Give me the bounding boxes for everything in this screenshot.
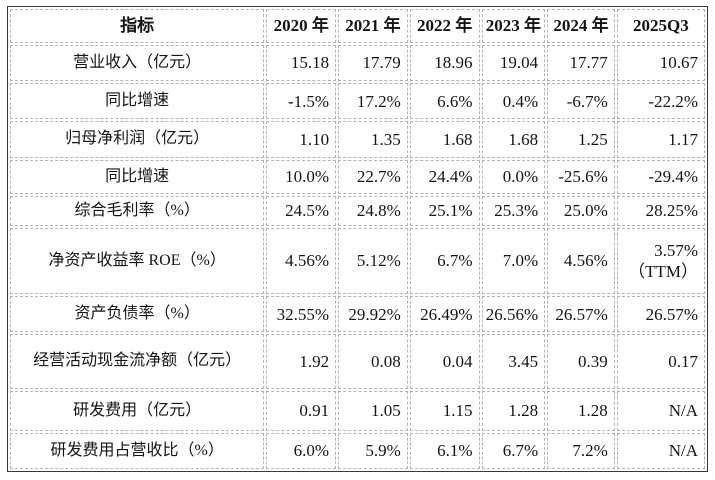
value-cell: 1.68 (409, 121, 480, 158)
value-cell: -6.7% (547, 83, 615, 120)
value-cell: 15.18 (266, 45, 337, 82)
financial-metrics-table: 指标 2020 年 2021 年 2022 年 2023 年 2024 年 2025Q3 营… (7, 6, 708, 472)
value-cell: N/A (616, 390, 705, 431)
value-cell: 25.3% (481, 195, 546, 226)
value-cell: 6.7% (481, 432, 546, 469)
value-cell: 0.39 (547, 334, 615, 389)
value-cell: 26.49% (409, 296, 480, 333)
table-row: 综合毛利率（%） 24.5% 24.8% 25.1% 25.3% 25.0% 28.25% (10, 195, 705, 226)
row-label: 资产负债率（%） (10, 296, 265, 333)
value-cell: 1.92 (266, 334, 337, 389)
value-cell: 1.28 (547, 390, 615, 431)
header-row: 指标 2020 年 2021 年 2022 年 2023 年 2024 年 2025Q3 (10, 9, 705, 43)
value-cell: -29.4% (616, 159, 705, 194)
value-cell: 18.96 (409, 45, 480, 82)
value-cell: 10.67 (616, 45, 705, 82)
row-label: 综合毛利率（%） (10, 195, 265, 226)
value-cell: 1.15 (409, 390, 480, 431)
value-cell: 26.57% (616, 296, 705, 333)
value-cell: 19.04 (481, 45, 546, 82)
value-cell: 17.79 (338, 45, 408, 82)
header-cell-period: 2022 年 (409, 9, 480, 43)
row-label: 净资产收益率 ROE（%） (10, 227, 265, 295)
header-cell-period: 2025Q3 (616, 9, 705, 43)
value-cell: 0.08 (338, 334, 408, 389)
value-cell: 6.0% (266, 432, 337, 469)
value-cell: 0.4% (481, 83, 546, 120)
row-label: 同比增速 (10, 83, 265, 120)
value-cell: 1.28 (481, 390, 546, 431)
value-cell: 24.4% (409, 159, 480, 194)
row-label: 研发费用（亿元） (10, 390, 265, 431)
value-cell: 24.8% (338, 195, 408, 226)
value-cell: 26.56% (481, 296, 546, 333)
value-cell: 25.0% (547, 195, 615, 226)
value-cell: 22.7% (338, 159, 408, 194)
table-row: 研发费用占营收比（%） 6.0% 5.9% 6.1% 6.7% 7.2% N/A (10, 432, 705, 469)
value-cell: 17.2% (338, 83, 408, 120)
table-body: 营业收入（亿元） 15.18 17.79 18.96 19.04 17.77 10.67 同比… (10, 45, 705, 469)
row-label: 同比增速 (10, 159, 265, 194)
value-cell: N/A (616, 432, 705, 469)
value-cell: 0.0% (481, 159, 546, 194)
value-cell: 1.05 (338, 390, 408, 431)
row-label: 经营活动现金流净额（亿元） (10, 334, 265, 389)
value-cell: 26.57% (547, 296, 615, 333)
value-cell: 1.17 (616, 121, 705, 158)
value-cell: 0.04 (409, 334, 480, 389)
value-cell: 29.92% (338, 296, 408, 333)
value-cell: 1.68 (481, 121, 546, 158)
value-cell: 5.12% (338, 227, 408, 295)
row-label: 研发费用占营收比（%） (10, 432, 265, 469)
value-cell: 17.77 (547, 45, 615, 82)
value-cell: 3.45 (481, 334, 546, 389)
value-cell: 7.0% (481, 227, 546, 295)
table-row: 同比增速 -1.5% 17.2% 6.6% 0.4% -6.7% -22.2% (10, 83, 705, 120)
value-cell: -1.5% (266, 83, 337, 120)
table-row: 资产负债率（%） 32.55% 29.92% 26.49% 26.56% 26.57% 26… (10, 296, 705, 333)
header-cell-metric: 指标 (10, 9, 265, 43)
header-cell-period: 2024 年 (547, 9, 615, 43)
row-label: 归母净利润（亿元） (10, 121, 265, 158)
value-cell: 6.7% (409, 227, 480, 295)
table-row: 归母净利润（亿元） 1.10 1.35 1.68 1.68 1.25 1.17 (10, 121, 705, 158)
table-row: 经营活动现金流净额（亿元） 1.92 0.08 0.04 3.45 0.39 0.17 (10, 334, 705, 389)
value-cell: 28.25% (616, 195, 705, 226)
table-header-row: 指标 2020 年 2021 年 2022 年 2023 年 2024 年 2025Q3 (10, 9, 705, 43)
value-cell: 5.9% (338, 432, 408, 469)
table-row: 净资产收益率 ROE（%） 4.56% 5.12% 6.7% 7.0% 4.56% 3.57… (10, 227, 705, 295)
value-cell: 1.10 (266, 121, 337, 158)
row-label: 营业收入（亿元） (10, 45, 265, 82)
value-cell: 4.56% (266, 227, 337, 295)
table-row: 研发费用（亿元） 0.91 1.05 1.15 1.28 1.28 N/A (10, 390, 705, 431)
table-row: 同比增速 10.0% 22.7% 24.4% 0.0% -25.6% -29.4% (10, 159, 705, 194)
table-row: 营业收入（亿元） 15.18 17.79 18.96 19.04 17.77 10.67 (10, 45, 705, 82)
value-cell: 6.1% (409, 432, 480, 469)
value-cell: 4.56% (547, 227, 615, 295)
value-cell: 0.91 (266, 390, 337, 431)
value-cell: 7.2% (547, 432, 615, 469)
value-cell: 24.5% (266, 195, 337, 226)
value-cell: 1.35 (338, 121, 408, 158)
value-cell: 0.17 (616, 334, 705, 389)
value-cell: 3.57% （TTM） (616, 227, 705, 295)
value-cell: 32.55% (266, 296, 337, 333)
value-cell: -22.2% (616, 83, 705, 120)
header-cell-period: 2021 年 (338, 9, 408, 43)
value-cell: 6.6% (409, 83, 480, 120)
value-cell: 1.25 (547, 121, 615, 158)
value-cell: 25.1% (409, 195, 480, 226)
value-cell: 10.0% (266, 159, 337, 194)
header-cell-period: 2020 年 (266, 9, 337, 43)
header-cell-period: 2023 年 (481, 9, 546, 43)
value-cell: -25.6% (547, 159, 615, 194)
